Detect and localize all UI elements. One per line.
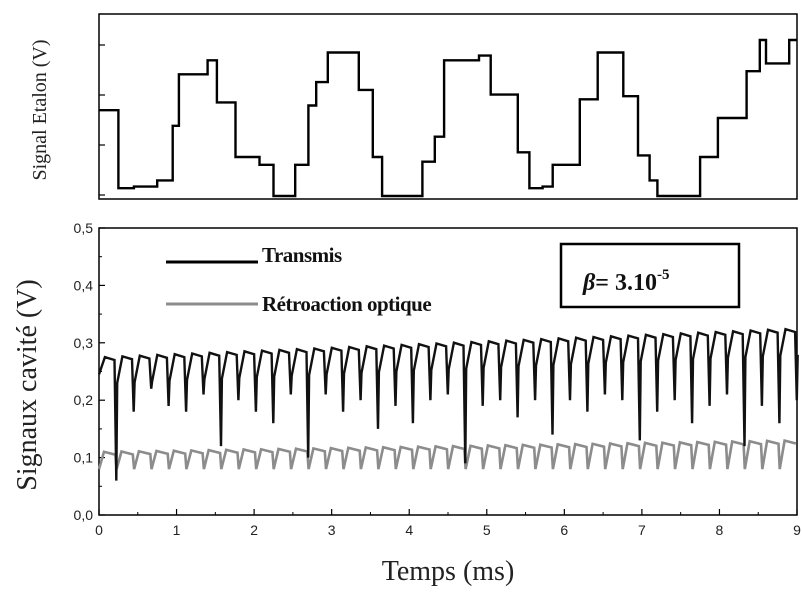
cavity-panel: Signaux cavité (V) Temps (ms) 0 1 2 3 4 5 6 7 8 9… bbox=[12, 220, 801, 587]
x-tick-label-7: 7 bbox=[638, 522, 646, 538]
beta-annotation-label: β= 3.10-5 bbox=[582, 267, 669, 296]
etalon-signal-line bbox=[99, 38, 797, 198]
beta-exponent: -5 bbox=[657, 267, 670, 283]
beta-value: = 3.10 bbox=[595, 270, 657, 296]
x-tick-label-0: 0 bbox=[95, 522, 103, 538]
y-tick-label-3: 0,3 bbox=[74, 335, 94, 351]
x-tick-label-8: 8 bbox=[716, 522, 724, 538]
y-tick-label-1: 0,1 bbox=[74, 450, 94, 466]
beta-annotation: β= 3.10-5 bbox=[559, 242, 741, 309]
etalon-y-ticks bbox=[99, 44, 105, 196]
series-line-transmis bbox=[97, 327, 799, 481]
etalon-panel: Signal Etalon (V) bbox=[29, 13, 798, 200]
y-tick-label-0: 0,0 bbox=[74, 507, 94, 523]
x-tick-label-9: 9 bbox=[793, 522, 801, 538]
cavity-y-axis-title: Signaux cavité (V) bbox=[12, 279, 43, 491]
series-line-retroaction bbox=[97, 438, 797, 470]
x-tick-label-5: 5 bbox=[483, 522, 491, 538]
x-tick-label-3: 3 bbox=[328, 522, 336, 538]
x-tick-label-4: 4 bbox=[405, 522, 413, 538]
x-tick-label-2: 2 bbox=[250, 522, 258, 538]
cavity-x-axis-title: Temps (ms) bbox=[382, 556, 515, 587]
etalon-plot-frame bbox=[98, 13, 798, 200]
legend-label-retroaction: Rétroaction optique bbox=[262, 292, 431, 316]
y-tick-label-2: 0,2 bbox=[74, 392, 94, 408]
x-tick-label-1: 1 bbox=[173, 522, 181, 538]
x-tick-label-6: 6 bbox=[560, 522, 568, 538]
etalon-y-axis-title: Signal Etalon (V) bbox=[29, 39, 51, 180]
y-tick-label-5: 0,5 bbox=[74, 220, 94, 236]
cavity-x-ticks: 0 1 2 3 4 5 6 7 8 9 bbox=[95, 509, 801, 538]
y-tick-label-4: 0,4 bbox=[74, 277, 94, 293]
legend-label-transmis: Transmis bbox=[262, 243, 342, 267]
beta-symbol: β bbox=[582, 270, 596, 296]
legend: Transmis Rétroaction optique bbox=[166, 243, 432, 316]
beta-annotation-box bbox=[559, 242, 741, 309]
cavity-y-ticks: 0,0 0,1 0,2 0,3 0,4 0,5 bbox=[74, 220, 105, 523]
